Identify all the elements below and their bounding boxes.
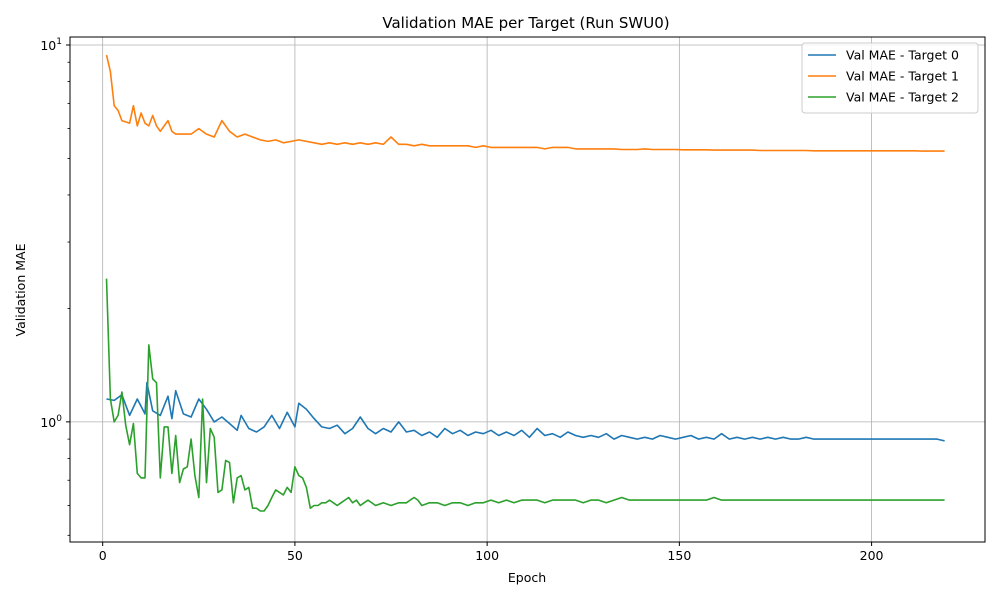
series-line-target-2 (105, 278, 945, 512)
ticks-layer: 0 50 100 150 200 100 101 (40, 37, 883, 563)
chart-title: Validation MAE per Target (Run SWU0) (382, 14, 669, 32)
y-axis-title: Validation MAE (13, 243, 28, 336)
series-layer (105, 54, 945, 512)
x-tick-label: 50 (287, 548, 303, 563)
x-tick-label: 100 (475, 548, 499, 563)
x-tick-label: 150 (667, 548, 691, 563)
x-axis-title: Epoch (508, 570, 546, 585)
x-tick-label: 200 (860, 548, 884, 563)
legend-label: Val MAE - Target 2 (846, 90, 959, 105)
y-tick-label: 101 (40, 37, 62, 53)
legend: Val MAE - Target 0 Val MAE - Target 1 Val … (801, 42, 979, 114)
series-line-target-0 (106, 381, 945, 442)
legend-label: Val MAE - Target 1 (846, 69, 959, 84)
plot-frame (69, 36, 986, 543)
series-line-target-1 (105, 54, 945, 152)
legend-box (801, 42, 979, 114)
legend-label: Val MAE - Target 0 (846, 48, 959, 63)
x-tick-label: 0 (99, 548, 107, 563)
y-tick-label: 100 (40, 414, 62, 430)
